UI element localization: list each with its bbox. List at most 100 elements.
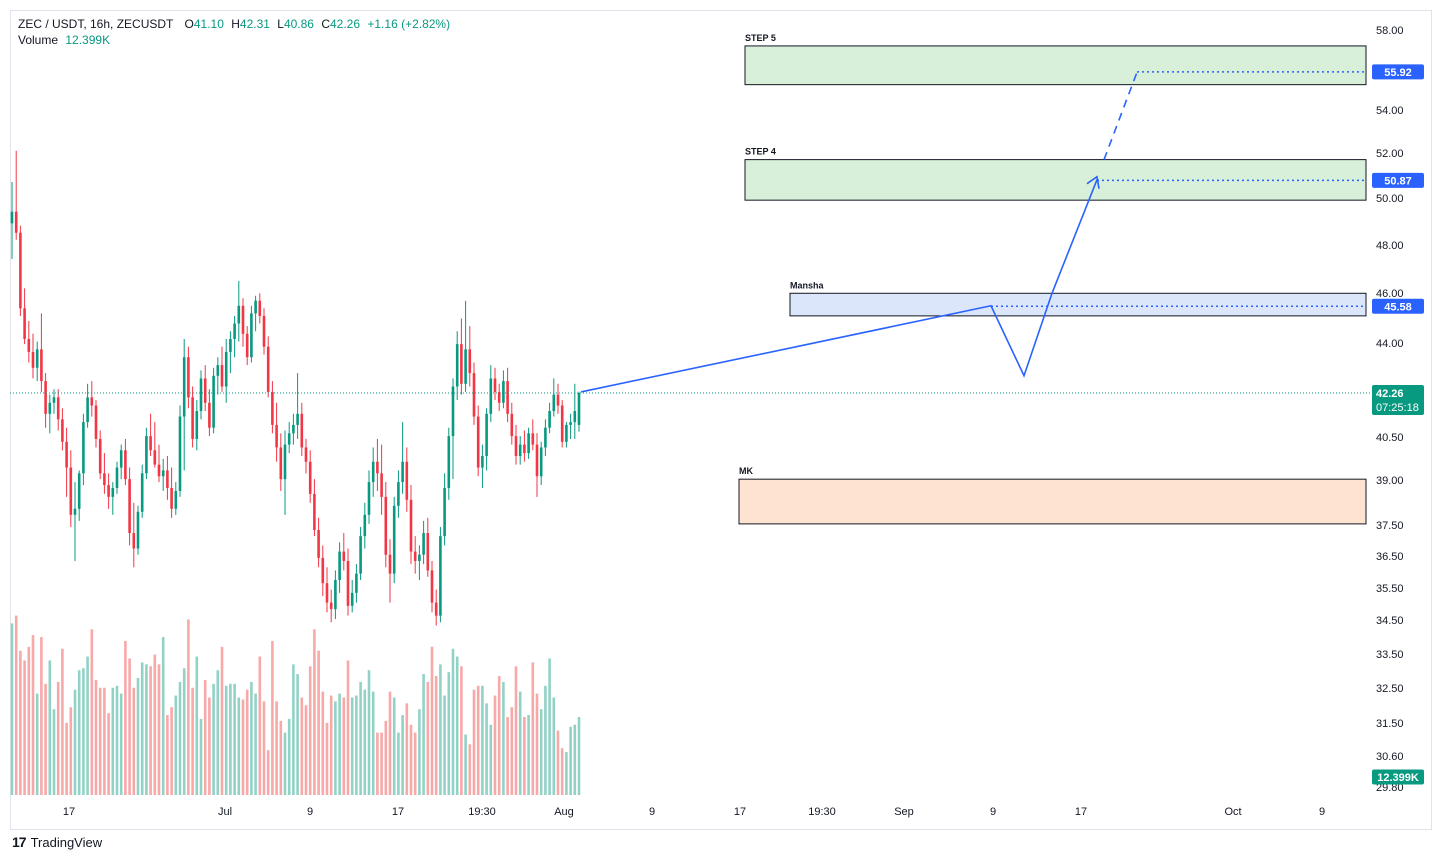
- volume-bar: [279, 720, 283, 795]
- candle-body: [14, 211, 18, 233]
- candle-body: [241, 305, 245, 334]
- candle-body: [111, 487, 115, 497]
- zone-label: STEP 5: [745, 33, 776, 43]
- volume-bar: [245, 689, 249, 795]
- candle-body: [577, 392, 581, 425]
- volume-bar: [409, 724, 413, 795]
- candle-body: [153, 450, 157, 465]
- candle-body: [464, 349, 467, 384]
- tradingview-brand[interactable]: 17 TradingView: [12, 834, 102, 850]
- target-price-label-bg: [1372, 298, 1424, 314]
- candle-body: [212, 375, 215, 428]
- price-axis[interactable]: 58.00 54.00 52.00 50.00 48.00 46.00 44.00 40.50…: [1376, 25, 1404, 794]
- volume-bar: [367, 670, 371, 795]
- y-tick-label: 31.50: [1376, 718, 1404, 730]
- volume-bar: [308, 666, 312, 795]
- volume-bar: [476, 685, 480, 795]
- candle-body: [23, 308, 26, 339]
- volume-bar: [149, 666, 152, 795]
- candle-body: [367, 482, 371, 515]
- volume-bar: [321, 691, 325, 795]
- candle-body: [233, 323, 236, 339]
- candle-body: [296, 413, 299, 425]
- close-value: 42.26: [330, 17, 361, 31]
- volume-bar: [161, 637, 165, 795]
- candle-body: [342, 551, 346, 561]
- time-axis[interactable]: 17 Jul 9 17 19:30 Aug 9 17 19:30 Sep 9 17 Oct 9: [63, 806, 1325, 818]
- volume-bar: [195, 656, 199, 795]
- volume-bar: [518, 691, 522, 795]
- volume-bar: [166, 715, 169, 795]
- candle-body: [203, 378, 207, 403]
- volume-bar: [103, 687, 106, 795]
- volume-bar: [371, 691, 375, 795]
- candle-body: [548, 411, 551, 428]
- y-tick-label: 32.50: [1376, 683, 1404, 695]
- candle-body: [31, 351, 35, 368]
- candle-body: [384, 496, 388, 555]
- volume-bar: [317, 650, 320, 795]
- candle-body: [321, 557, 325, 584]
- y-tick-label: 54.00: [1376, 105, 1404, 117]
- volume-bar: [468, 744, 472, 795]
- candle-body: [65, 441, 68, 468]
- candle-body: [510, 413, 514, 437]
- volume-bar: [577, 717, 581, 795]
- volume-bar: [506, 717, 509, 795]
- candle-body: [531, 433, 535, 445]
- candle-body: [86, 397, 89, 423]
- candle-body: [161, 470, 165, 477]
- volume-bar: [140, 662, 144, 795]
- volume-bar: [342, 697, 346, 795]
- target-price-label-bg: [1372, 172, 1424, 188]
- candle-body: [182, 357, 186, 417]
- volume-bar: [216, 670, 220, 795]
- volume-bar: [384, 720, 388, 795]
- volume-bar: [514, 666, 518, 795]
- candle-body: [98, 438, 102, 474]
- candle-body: [157, 464, 161, 477]
- open-label: O: [184, 17, 194, 31]
- candle-body: [472, 373, 476, 417]
- candle-body: [73, 508, 77, 515]
- volume-bar: [376, 732, 379, 795]
- x-tick-label: Sep: [894, 806, 914, 818]
- volume-bar: [296, 674, 299, 795]
- volume-bar: [573, 724, 577, 795]
- volume-bar: [61, 648, 64, 795]
- volume-bar: [313, 629, 316, 795]
- volume-bar: [191, 687, 194, 795]
- candle-body: [334, 579, 337, 610]
- volume-bar: [464, 734, 467, 795]
- y-tick-label: 36.50: [1376, 551, 1404, 563]
- volume-bar: [266, 750, 270, 795]
- candle-body: [250, 313, 253, 358]
- last-price-label: 42.26: [1376, 388, 1404, 400]
- candle-body: [434, 602, 438, 616]
- volume-bar: [111, 687, 115, 795]
- volume-bar: [497, 676, 501, 795]
- volume-bar: [14, 615, 18, 795]
- volume-bar: [405, 703, 409, 795]
- symbol-legend: ZEC / USDT, 16h, ZECUSDT O41.10 H42.31 L…: [18, 16, 450, 48]
- candle-body: [208, 402, 211, 428]
- projection-layer: [580, 71, 1366, 393]
- volume-bar: [98, 687, 102, 795]
- symbol-title[interactable]: ZEC / USDT, 16h, ZECUSDT: [18, 17, 174, 31]
- volume-bar: [430, 646, 434, 795]
- candle-body: [539, 447, 543, 477]
- candle-body: [10, 211, 14, 224]
- candle-body: [468, 349, 472, 374]
- candle-body: [560, 405, 564, 442]
- volume-bar: [363, 689, 367, 795]
- close-label: C: [321, 17, 330, 31]
- volume-layer: [10, 615, 581, 795]
- volume-bar: [94, 679, 98, 795]
- volume-bar: [401, 715, 404, 795]
- candle-body: [418, 554, 421, 561]
- candle-body: [426, 533, 430, 571]
- volume-label[interactable]: Volume: [18, 33, 59, 47]
- volume-bar: [119, 693, 123, 795]
- candle-body: [19, 232, 22, 309]
